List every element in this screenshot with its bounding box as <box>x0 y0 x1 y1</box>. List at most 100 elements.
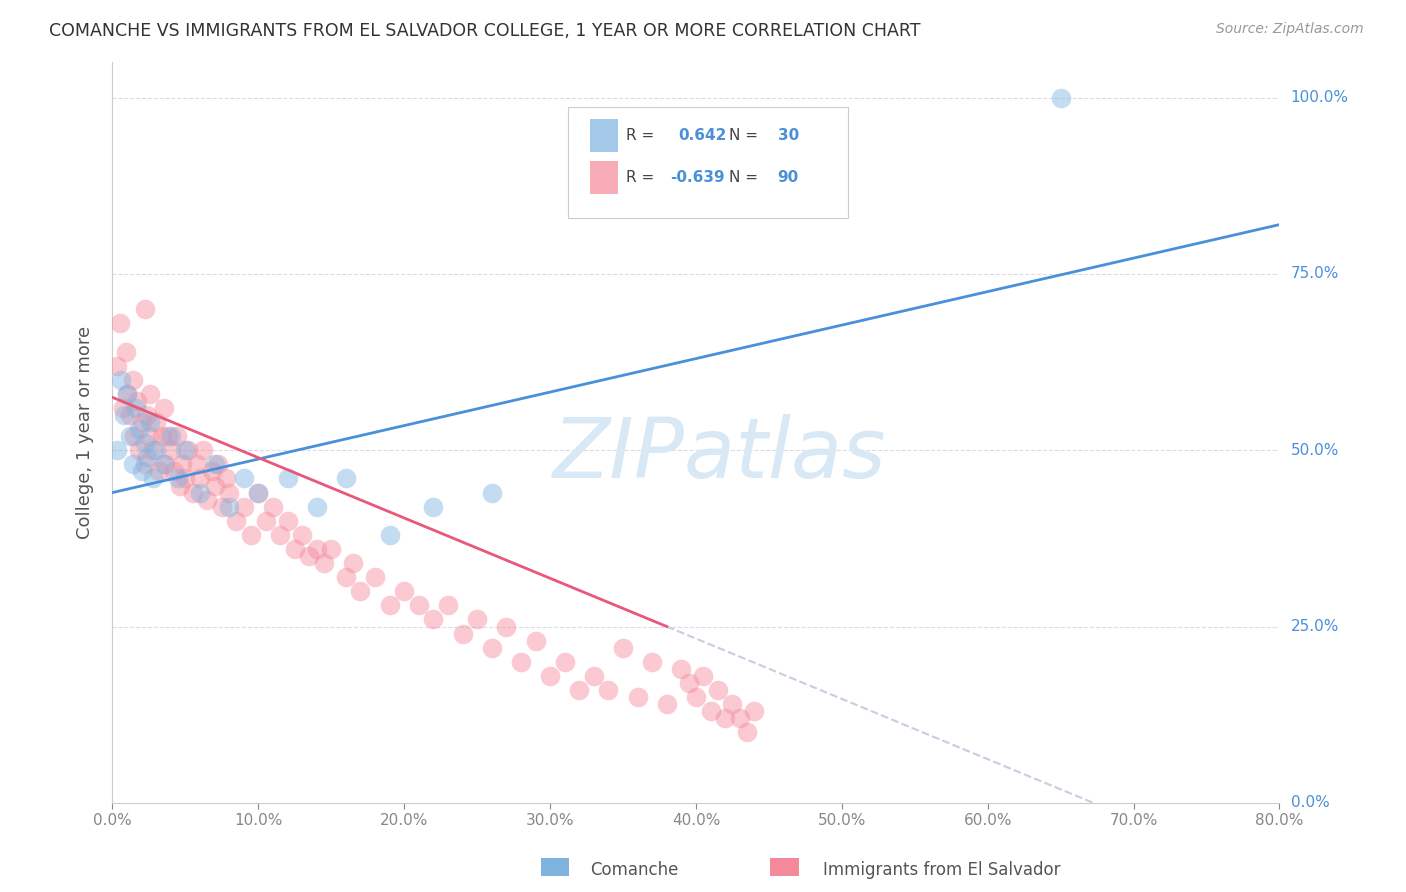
Point <box>172 458 194 472</box>
Text: 100.0%: 100.0% <box>1291 90 1348 105</box>
Point <box>364 570 387 584</box>
Point <box>163 464 186 478</box>
Text: COMANCHE VS IMMIGRANTS FROM EL SALVADOR COLLEGE, 1 YEAR OR MORE CORRELATION CHAR: COMANCHE VS IMMIGRANTS FROM EL SALVADOR … <box>49 22 921 40</box>
Text: 30: 30 <box>778 128 799 143</box>
Point <box>167 471 190 485</box>
Point <box>136 450 159 465</box>
Point <box>422 612 444 626</box>
Point <box>188 485 211 500</box>
Point <box>298 549 321 563</box>
Text: R =: R = <box>626 170 659 186</box>
Point <box>211 500 233 514</box>
Point <box>142 471 165 485</box>
Point <box>201 464 224 478</box>
Text: Comanche: Comanche <box>591 861 679 879</box>
Point <box>612 640 634 655</box>
Point <box>568 683 591 698</box>
Point <box>128 422 150 436</box>
Text: ZIPatlas: ZIPatlas <box>553 414 886 495</box>
Text: 75.0%: 75.0% <box>1291 267 1339 282</box>
Point <box>312 556 335 570</box>
Point <box>131 415 153 429</box>
Point <box>225 514 247 528</box>
Point <box>678 676 700 690</box>
Point <box>115 387 138 401</box>
Text: N =: N = <box>728 128 762 143</box>
Point <box>408 599 430 613</box>
Text: 50.0%: 50.0% <box>1291 442 1339 458</box>
Point <box>181 485 204 500</box>
Text: Source: ZipAtlas.com: Source: ZipAtlas.com <box>1216 22 1364 37</box>
Text: 0.642: 0.642 <box>679 128 727 143</box>
Point <box>148 464 170 478</box>
Point <box>291 528 314 542</box>
Point <box>114 344 136 359</box>
Y-axis label: College, 1 year or more: College, 1 year or more <box>76 326 94 539</box>
Point <box>707 683 730 698</box>
Point <box>335 471 357 485</box>
Point <box>136 408 159 422</box>
Point <box>232 471 254 485</box>
Point <box>191 443 214 458</box>
Point <box>349 584 371 599</box>
Point <box>166 429 188 443</box>
Point <box>538 669 561 683</box>
Point <box>481 485 503 500</box>
Point <box>240 528 263 542</box>
Point <box>276 514 298 528</box>
Point <box>127 393 149 408</box>
Point <box>335 570 357 584</box>
Point <box>714 711 737 725</box>
Point <box>177 443 200 458</box>
Point <box>465 612 488 626</box>
Point <box>124 429 146 443</box>
Point <box>627 690 650 704</box>
Point <box>105 443 128 458</box>
Point <box>160 443 183 458</box>
Text: 90: 90 <box>778 170 799 186</box>
Point <box>509 655 531 669</box>
Point <box>437 599 460 613</box>
Point <box>495 619 517 633</box>
Text: R =: R = <box>626 128 659 143</box>
Point <box>305 500 328 514</box>
Point <box>671 662 693 676</box>
Point <box>598 683 620 698</box>
Point <box>305 541 328 556</box>
Point <box>195 492 218 507</box>
Point <box>728 711 751 725</box>
Point <box>422 500 444 514</box>
Point <box>218 485 240 500</box>
Point <box>641 655 664 669</box>
Point <box>118 429 141 443</box>
Point <box>524 633 547 648</box>
Point <box>115 387 138 401</box>
Point <box>169 478 191 492</box>
Point <box>152 458 174 472</box>
Point <box>685 690 707 704</box>
Point <box>1049 91 1071 105</box>
Point <box>150 429 173 443</box>
Point <box>207 458 229 472</box>
Point <box>118 408 141 422</box>
Point <box>139 415 162 429</box>
Point <box>378 599 401 613</box>
Point <box>153 458 176 472</box>
Point <box>262 500 284 514</box>
Text: -0.639: -0.639 <box>671 170 725 186</box>
Point <box>378 528 401 542</box>
Point <box>134 302 156 317</box>
Point <box>321 541 343 556</box>
Point <box>174 471 197 485</box>
Point <box>204 478 226 492</box>
Point <box>394 584 416 599</box>
Point <box>145 415 167 429</box>
Point <box>186 458 208 472</box>
Point <box>142 443 165 458</box>
Point <box>125 401 148 415</box>
Point <box>174 443 197 458</box>
Point <box>122 373 145 387</box>
Point <box>655 697 678 711</box>
Point <box>134 436 156 450</box>
Point <box>582 669 605 683</box>
